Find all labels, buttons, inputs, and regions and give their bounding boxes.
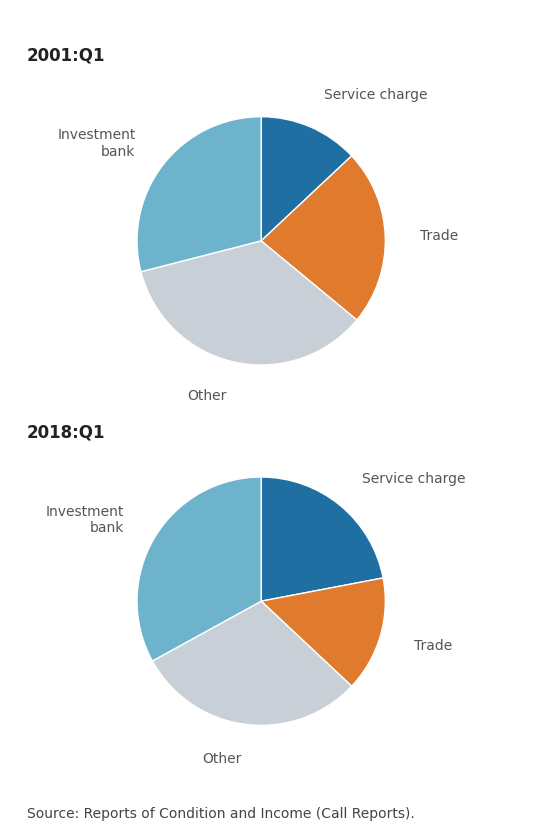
Wedge shape (261, 477, 383, 601)
Wedge shape (137, 477, 261, 661)
Wedge shape (152, 601, 352, 726)
Text: Investment
bank: Investment bank (46, 505, 124, 535)
Text: Service charge: Service charge (324, 88, 428, 102)
Text: Trade: Trade (420, 229, 458, 243)
Wedge shape (261, 578, 385, 686)
Text: Other: Other (187, 389, 227, 403)
Text: Source: Reports of Condition and Income (Call Reports).: Source: Reports of Condition and Income … (27, 807, 414, 821)
Wedge shape (261, 116, 352, 241)
Text: Service charge: Service charge (362, 472, 466, 486)
Text: Trade: Trade (414, 639, 452, 653)
Wedge shape (137, 116, 261, 272)
Wedge shape (261, 156, 385, 320)
Text: 2018:Q1: 2018:Q1 (27, 423, 105, 441)
Text: Investment
bank: Investment bank (57, 128, 135, 158)
Text: Other: Other (202, 752, 241, 766)
Wedge shape (141, 241, 357, 365)
Text: 2001:Q1: 2001:Q1 (27, 46, 105, 64)
